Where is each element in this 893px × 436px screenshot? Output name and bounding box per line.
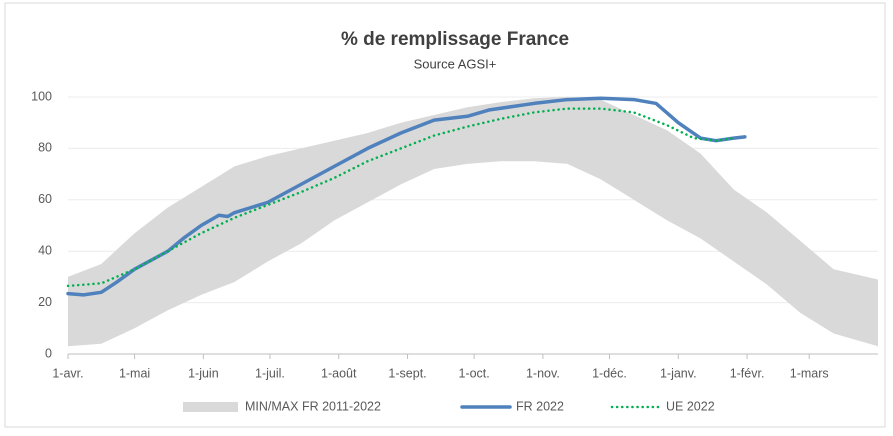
- y-tick-label: 60: [38, 192, 52, 206]
- x-tick-label: 1-avr.: [52, 366, 83, 380]
- x-tick-label: 1-juin: [188, 366, 219, 380]
- y-tick-label: 100: [31, 89, 52, 103]
- x-tick-label: 1-mai: [119, 366, 150, 380]
- x-tick-label: 1-oct.: [458, 366, 489, 380]
- x-tick-label: 1-nov.: [526, 366, 560, 380]
- y-tick-label: 20: [38, 295, 52, 309]
- chart-title: % de remplissage France: [341, 29, 569, 50]
- x-tick-label: 1-juil.: [255, 366, 285, 380]
- x-tick-label: 1-août: [321, 366, 357, 380]
- x-tick-label: 1-févr.: [730, 366, 765, 380]
- series-line: [66, 107, 736, 288]
- legend-label: FR 2022: [516, 399, 564, 413]
- y-tick-label: 0: [45, 346, 52, 360]
- y-tick-label: 80: [38, 141, 52, 155]
- series-line: [66, 96, 747, 297]
- x-tick-label: 1-janv.: [660, 366, 697, 380]
- legend-label: MIN/MAX FR 2011-2022: [245, 399, 381, 413]
- min-max-band: [68, 97, 878, 347]
- chart-subtitle: Source AGSI+: [414, 56, 497, 71]
- legend-swatch: [183, 402, 238, 412]
- legend-label: UE 2022: [666, 399, 715, 413]
- x-tick-label: 1-déc.: [592, 366, 627, 380]
- x-tick-label: 1-sept.: [388, 366, 426, 380]
- y-tick-label: 40: [38, 243, 52, 257]
- x-tick-label: 1-mars: [790, 366, 829, 380]
